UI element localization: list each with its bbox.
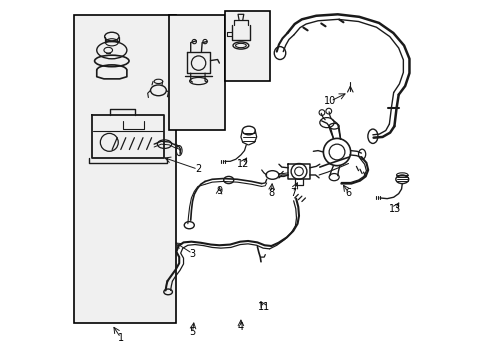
Text: 8: 8 [268,188,274,198]
Bar [224,12,269,81]
Text: 12: 12 [236,159,248,169]
Text: 7: 7 [289,188,295,198]
Text: 6: 6 [345,188,351,198]
Text: 9: 9 [216,186,222,196]
Text: 5: 5 [189,327,195,337]
Bar [169,15,224,130]
Text: 11: 11 [258,302,270,312]
Bar [74,15,176,323]
Text: 10: 10 [324,96,336,106]
Text: 2: 2 [194,164,201,174]
Text: 4: 4 [237,322,244,332]
Text: 3: 3 [189,248,195,258]
Text: 13: 13 [388,204,401,214]
Text: 1: 1 [118,333,123,343]
